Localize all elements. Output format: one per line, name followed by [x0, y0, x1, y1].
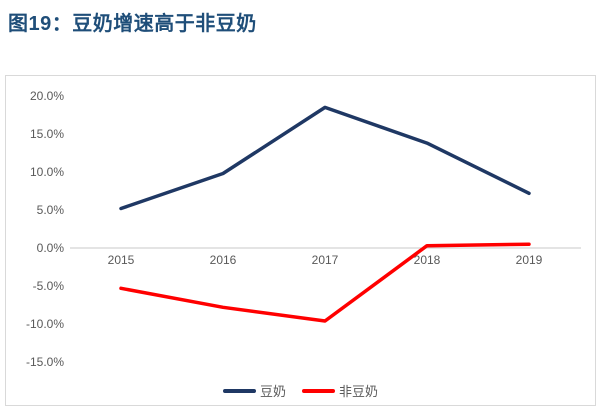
legend-swatch-icon [222, 388, 256, 393]
x-axis-tick-label: 2015 [108, 253, 135, 267]
y-axis-tick-label: 10.0% [30, 165, 64, 179]
series-line-soymilk [119, 105, 531, 211]
legend-label: 非豆奶 [339, 384, 379, 399]
y-axis-tick-label: 15.0% [30, 127, 64, 141]
line-chart: 20.0% 15.0% 10.0% 5.0% 0.0% -5.0% -10.0% -15.0%… [26, 89, 581, 369]
y-axis-tick-label: 20.0% [30, 89, 64, 103]
x-axis-tick-label: 2017 [312, 253, 339, 267]
legend-label: 豆奶 [259, 384, 286, 399]
series-line-non-soymilk [119, 242, 531, 323]
legend-item-soymilk: 豆奶 [222, 381, 286, 400]
x-axis-tick-label: 2018 [414, 253, 441, 267]
y-axis-tick-label: -5.0% [33, 279, 65, 293]
x-axis-tick-label: 2019 [516, 253, 543, 267]
legend-swatch-icon [302, 388, 335, 393]
y-axis-tick-label: -10.0% [26, 317, 64, 331]
x-axis-tick-label: 2016 [210, 253, 237, 267]
chart-legend: 豆奶 非豆奶 [6, 381, 595, 400]
y-axis-tick-label: 0.0% [37, 241, 65, 255]
legend-item-non-soymilk: 非豆奶 [302, 381, 378, 400]
y-axis-tick-label: -15.0% [26, 355, 64, 369]
y-axis-tick-label: 5.0% [37, 203, 65, 217]
chart-frame: 20.0% 15.0% 10.0% 5.0% 0.0% -5.0% -10.0% -15.0%… [5, 75, 596, 406]
figure-title: 图19：豆奶增速高于非豆奶 [8, 13, 257, 35]
